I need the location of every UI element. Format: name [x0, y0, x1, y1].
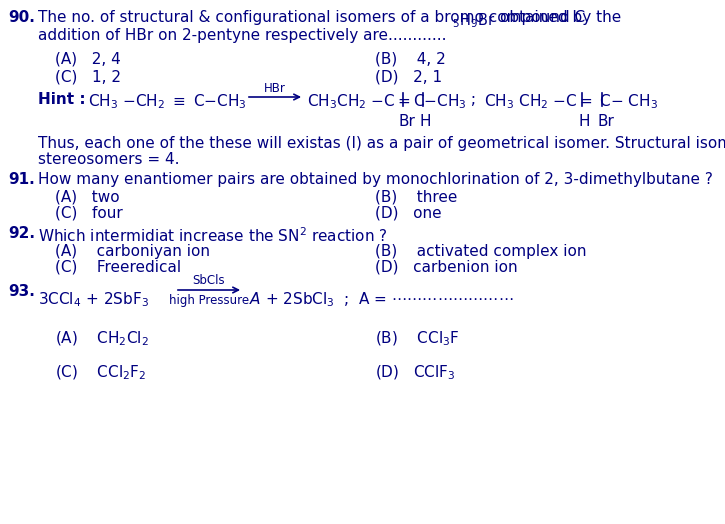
Text: (C)    CCl$_2$F$_2$: (C) CCl$_2$F$_2$: [55, 364, 146, 383]
Text: (B)    three: (B) three: [375, 190, 457, 205]
Text: (B)    4, 2: (B) 4, 2: [375, 52, 446, 67]
Text: (D)   one: (D) one: [375, 206, 442, 221]
Text: CH$_3$ $-$CH$_2$ $\equiv$ C$-$CH$_3$: CH$_3$ $-$CH$_2$ $\equiv$ C$-$CH$_3$: [88, 92, 247, 111]
Text: Br: Br: [399, 114, 416, 129]
Text: How many enantiomer pairs are obtained by monochlorination of 2, 3-dimethylbutan: How many enantiomer pairs are obtained b…: [38, 172, 713, 187]
Text: ;: ;: [466, 92, 476, 107]
Text: (D)   2, 1: (D) 2, 1: [375, 70, 442, 85]
Text: (C)   four: (C) four: [55, 206, 123, 221]
Text: HBr: HBr: [264, 82, 286, 95]
Text: Br: Br: [598, 114, 615, 129]
Text: (A)   2, 4: (A) 2, 4: [55, 52, 121, 67]
Text: (A)    carboniyan ion: (A) carboniyan ion: [55, 244, 210, 259]
Text: (B)    activated complex ion: (B) activated complex ion: [375, 244, 587, 259]
Text: 91.: 91.: [8, 172, 35, 187]
Text: $_5$H$_9$Br: $_5$H$_9$Br: [452, 11, 495, 30]
Text: (B)    CCl$_3$F: (B) CCl$_3$F: [375, 330, 460, 348]
Text: (A)   two: (A) two: [55, 190, 120, 205]
Text: Which intermidiat increase the SN$^2$ reaction ?: Which intermidiat increase the SN$^2$ re…: [38, 226, 388, 245]
Text: high Pressure: high Pressure: [169, 294, 249, 307]
Text: 92.: 92.: [8, 226, 35, 241]
Text: (D)   CClF$_3$: (D) CClF$_3$: [375, 364, 455, 383]
Text: 90.: 90.: [8, 10, 35, 25]
Text: H: H: [579, 114, 590, 129]
Text: CH$_3$ CH$_2$ $-$C$=$ C$-$ CH$_3$: CH$_3$ CH$_2$ $-$C$=$ C$-$ CH$_3$: [484, 92, 658, 111]
Text: SbCls: SbCls: [193, 274, 225, 287]
Text: $A$ + $2$SbCl$_3$  ;  A = $\cdots\cdots\cdots\cdots\cdots\cdots\cdots\cdots$: $A$ + $2$SbCl$_3$ ; A = $\cdots\cdots\cd…: [249, 290, 514, 309]
Text: (C)    Freeredical: (C) Freeredical: [55, 260, 181, 275]
Text: CH$_3$CH$_2$ $-$C$=$C$-$CH$_3$: CH$_3$CH$_2$ $-$C$=$C$-$CH$_3$: [307, 92, 467, 111]
Text: stereosomers = 4.: stereosomers = 4.: [38, 152, 180, 167]
Text: The no. of structural & configurational isomers of a bromo compound C: The no. of structural & configurational …: [38, 10, 585, 25]
Text: (C)   1, 2: (C) 1, 2: [55, 70, 121, 85]
Text: H: H: [420, 114, 431, 129]
Text: (D)   carbenion ion: (D) carbenion ion: [375, 260, 518, 275]
Text: obtained by the: obtained by the: [500, 10, 621, 25]
Text: 93.: 93.: [8, 284, 35, 299]
Text: Thus, each one of the these will existas (I) as a pair of geometrical isomer. St: Thus, each one of the these will existas…: [38, 136, 725, 151]
Text: addition of HBr on 2-pentyne respectively are............: addition of HBr on 2-pentyne respectivel…: [38, 28, 447, 43]
Text: (A)    CH$_2$Cl$_2$: (A) CH$_2$Cl$_2$: [55, 330, 149, 348]
Text: $3$CCl$_4$ + $2$SbF$_3$: $3$CCl$_4$ + $2$SbF$_3$: [38, 290, 149, 309]
Text: Hint :: Hint :: [38, 92, 86, 107]
